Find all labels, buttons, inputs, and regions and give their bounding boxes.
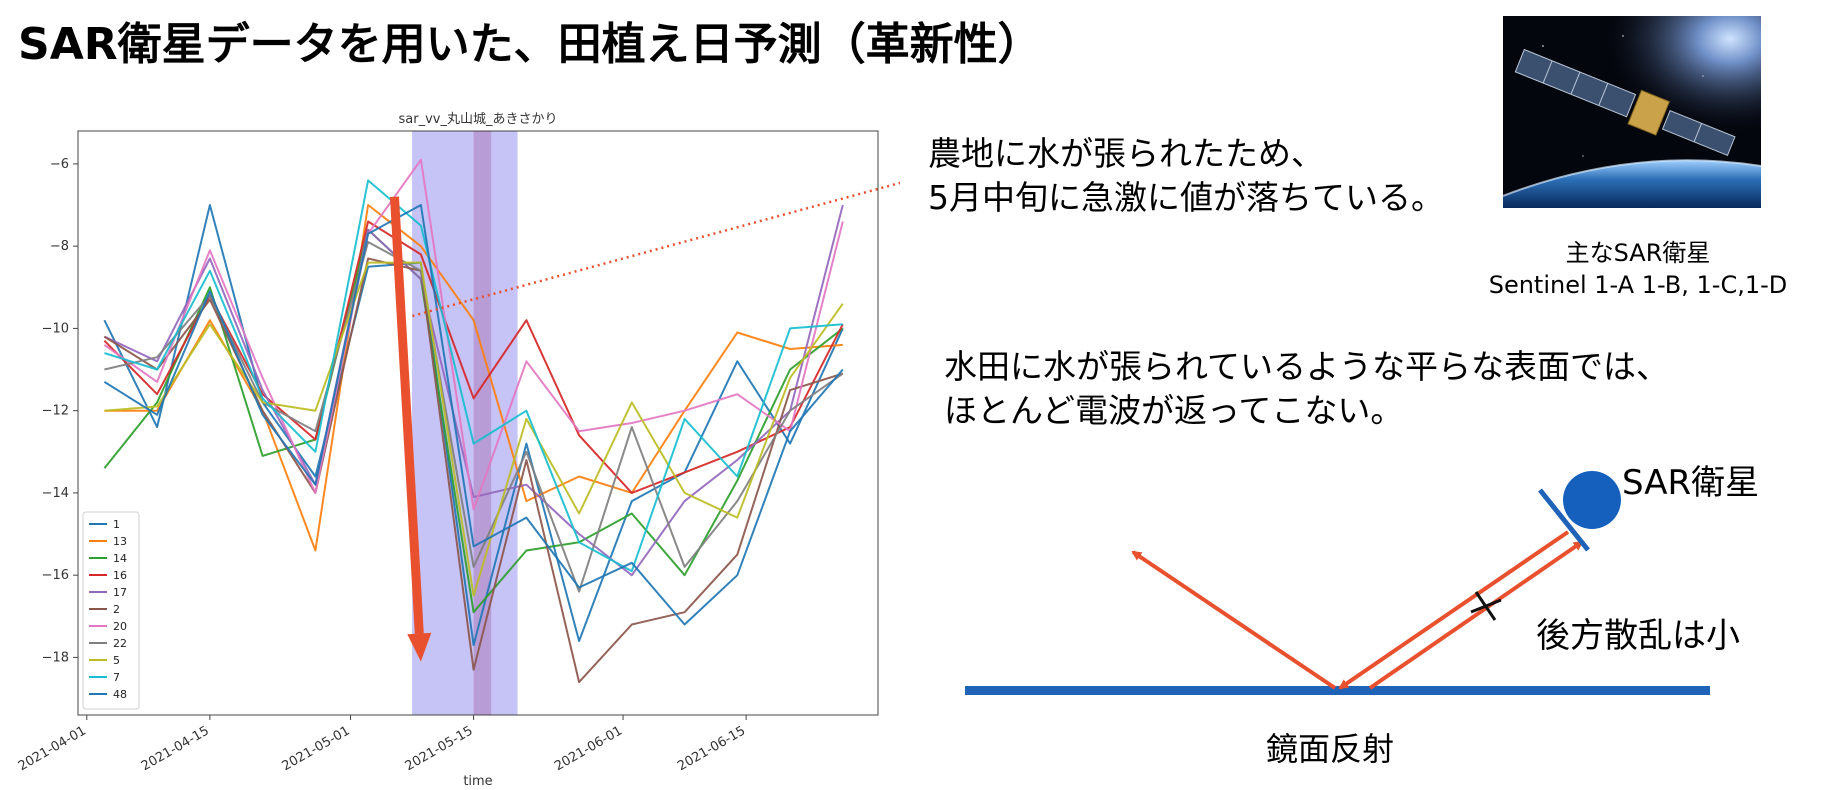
sar-satellite-icon bbox=[1563, 471, 1621, 529]
reflection-explanation-line2: ほとんど電波が返ってこない。 bbox=[944, 391, 1404, 430]
legend-label-13: 13 bbox=[113, 535, 127, 548]
series-line-48 bbox=[103, 204, 844, 626]
x-axis-label: time bbox=[463, 774, 492, 789]
drop-explanation: 農地に水が張られたため、 5月中旬に急激に値が落ちている。 bbox=[928, 132, 1444, 220]
backscatter-beam bbox=[1368, 540, 1584, 690]
series-line-7 bbox=[104, 179, 843, 573]
series-line-17 bbox=[103, 204, 844, 577]
y-tick-label: −8 bbox=[50, 239, 69, 254]
reflected-beam bbox=[1131, 550, 1337, 690]
backscatter-label: 後方散乱は小 bbox=[1536, 616, 1740, 656]
shaded-span-1 bbox=[412, 131, 518, 715]
water-surface bbox=[965, 686, 1710, 695]
y-tick-label: −12 bbox=[42, 404, 69, 419]
legend-label-7: 7 bbox=[113, 671, 120, 684]
y-tick-label: −10 bbox=[42, 321, 69, 336]
y-tick-label: −16 bbox=[42, 568, 69, 583]
series-line-1 bbox=[103, 204, 844, 647]
legend-label-1: 1 bbox=[113, 518, 120, 531]
drop-explanation-line2: 5月中旬に急激に値が落ちている。 bbox=[928, 178, 1444, 217]
satellite-caption-line2: Sentinel 1-A 1-B, 1-C,1-D bbox=[1488, 271, 1788, 299]
legend-label-14: 14 bbox=[113, 552, 127, 565]
chart-legend: 1 13 14 16 17 2 20 22 5 7 48 bbox=[82, 511, 140, 710]
sar-satellite-photo bbox=[1503, 16, 1761, 208]
legend-label-48: 48 bbox=[113, 688, 127, 701]
y-tick-label: −6 bbox=[50, 157, 69, 172]
page-title: SAR衛星データを用いた、田植え日予測（革新性） bbox=[18, 19, 1042, 70]
incident-beam bbox=[1338, 530, 1570, 690]
drop-arrow-shaft bbox=[389, 196, 424, 634]
sar-satellite-label: SAR衛星 bbox=[1622, 463, 1760, 503]
x-tick-label: 2021-05-01 bbox=[280, 723, 353, 774]
series-line-2 bbox=[103, 257, 844, 684]
drop-explanation-line1: 農地に水が張られたため、 bbox=[928, 134, 1324, 173]
legend-label-20: 20 bbox=[113, 620, 127, 633]
series-line-5 bbox=[104, 261, 844, 597]
satellite-caption-line1: 主なSAR衛星 bbox=[1565, 239, 1711, 267]
drop-arrow-head bbox=[407, 632, 432, 662]
specular-reflection-label: 鏡面反射 bbox=[1266, 730, 1395, 768]
legend-label-22: 22 bbox=[113, 637, 127, 650]
series-line-20 bbox=[103, 158, 844, 511]
x-tick-label: 2021-04-15 bbox=[139, 723, 212, 774]
blocked-mark-cross bbox=[1470, 598, 1502, 614]
plot-frame bbox=[77, 130, 879, 716]
legend-label-17: 17 bbox=[113, 586, 127, 599]
legend-label-2: 2 bbox=[113, 603, 120, 616]
x-tick-label: 2021-06-15 bbox=[675, 723, 748, 774]
satellite-caption: 主なSAR衛星 Sentinel 1-A 1-B, 1-C,1-D bbox=[1448, 237, 1828, 301]
reflection-explanation-line1: 水田に水が張られているような平らな表面では、 bbox=[944, 347, 1670, 386]
legend-label-16: 16 bbox=[113, 569, 127, 582]
series-line-14 bbox=[103, 228, 844, 614]
x-tick-label: 2021-05-15 bbox=[403, 723, 476, 774]
reflection-explanation: 水田に水が張られているような平らな表面では、 ほとんど電波が返ってこない。 bbox=[944, 345, 1669, 433]
shaded-span-2 bbox=[473, 131, 492, 715]
chart-title: sar_vv_丸山城_あきさかり bbox=[399, 112, 558, 127]
specular-reflection-diagram bbox=[965, 471, 1710, 695]
x-tick-label: 2021-04-01 bbox=[16, 723, 89, 774]
x-tick-label: 2021-06-01 bbox=[552, 723, 625, 774]
y-tick-label: −14 bbox=[42, 486, 69, 501]
legend-label-5: 5 bbox=[113, 654, 120, 667]
sar-line-chart: sar_vv_丸山城_あきさかり −6−8−10−12−14−16−18 202… bbox=[16, 112, 900, 789]
y-tick-label: −18 bbox=[42, 650, 69, 665]
sar-antenna bbox=[1538, 488, 1590, 552]
